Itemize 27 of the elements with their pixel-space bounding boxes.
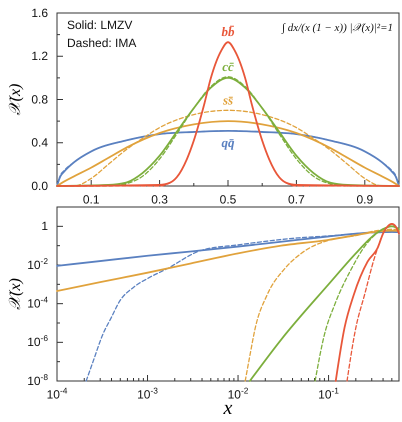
annotation: ∫ dx/(x (1 − x)) |𝒳(x)|²=1	[280, 22, 393, 34]
y-tick-label: 10$^{-4}$	[27, 294, 48, 311]
x-tick-label: 0.1	[82, 192, 100, 207]
y-tick-label: 10$^{-2}$	[27, 256, 48, 272]
series-label: bb̄	[222, 24, 235, 40]
y-tick-label: 10$^{-6}$	[27, 333, 48, 350]
y-tick-label: 10$^{-8}$	[27, 372, 48, 388]
y-axis-title: 𝒳(x)	[7, 278, 24, 310]
annotation: Solid: LMZV	[67, 18, 132, 32]
y-tick-label: 1.2	[31, 49, 48, 64]
x-tick-label: 10$^{-4}$	[46, 386, 68, 402]
series-label: qq̄	[222, 134, 235, 150]
annotation: Dashed: IMA	[67, 36, 136, 50]
x-tick-label: 0.5	[220, 192, 237, 207]
series-label: ss̄	[222, 92, 234, 108]
x-tick-label: 10$^{-3}$	[137, 386, 158, 402]
x-tick-label: 10$^{-1}$	[318, 386, 340, 402]
y-tick-label: 1.6	[31, 6, 48, 20]
y-tick-label: 0.0	[31, 178, 48, 193]
x-tick-label: 0.7	[288, 192, 306, 207]
x-tick-label: 0.9	[356, 192, 374, 207]
y-tick-label: 1	[41, 219, 48, 234]
y-tick-label: 0.4	[31, 136, 48, 150]
y-tick-label: 0.8	[31, 92, 48, 106]
series-label: cc̄	[222, 58, 235, 74]
x-tick-label: 0.3	[151, 192, 168, 207]
y-axis-title: 𝒳(x)	[7, 84, 24, 116]
